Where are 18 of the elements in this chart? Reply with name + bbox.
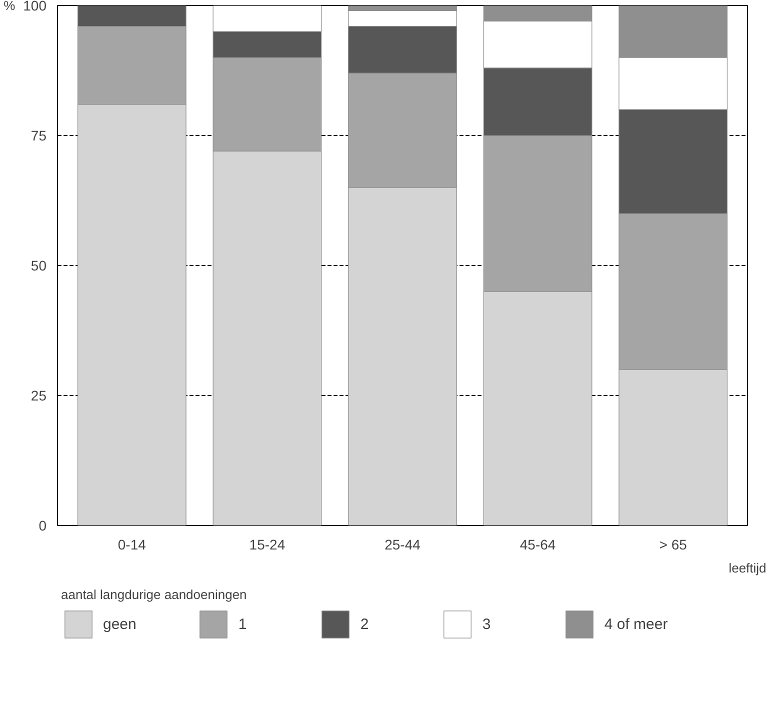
legend-label: 1 [238,616,248,632]
legend-title: aantal langdurige aandoeningen [61,587,248,602]
legend-label: 2 [360,616,370,632]
y-tick-label: 50 [30,258,47,274]
y-tick-label: 75 [30,128,47,144]
x-axis-title: leeftijd [728,560,766,576]
y-tick-label: 100 [23,0,47,14]
x-tick-label: 25-44 [384,536,421,552]
y-tick-label: 25 [30,388,47,404]
legend-label: 3 [482,616,492,632]
y-axis-title: % [4,0,16,13]
x-tick-label: 45-64 [520,536,556,552]
legend-label: 4 of meer [604,616,668,632]
legend-label: geen [103,616,136,632]
x-tick-label: 0-14 [118,536,146,552]
y-tick-label: 0 [38,518,47,534]
x-tick-label: > 65 [659,536,688,552]
x-tick-label: 15-24 [249,536,286,552]
